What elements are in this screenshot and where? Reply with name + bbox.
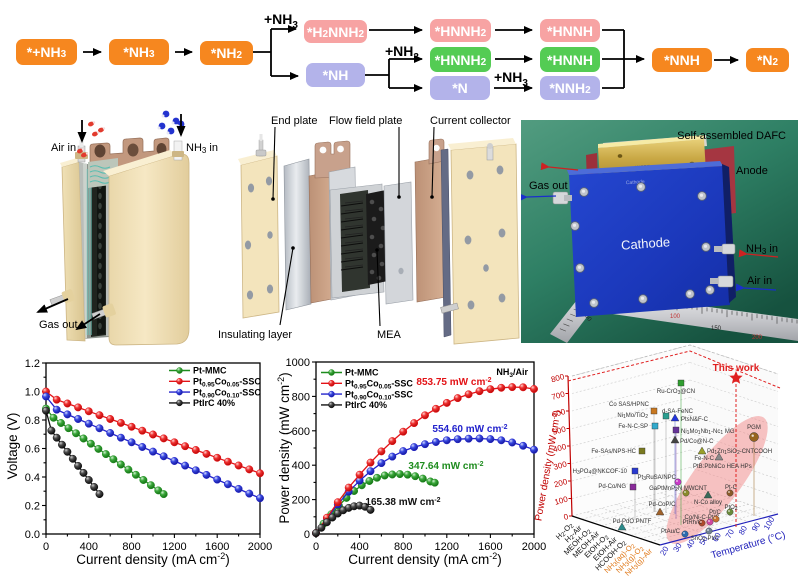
svg-text:Air in: Air in [51,142,76,154]
svg-text:Self-assembled DAFC: Self-assembled DAFC [677,130,786,142]
svg-text:200: 200 [292,495,310,507]
svg-text:PtRh/C: PtRh/C [683,520,703,526]
svg-text:20: 20 [658,544,671,557]
svg-text:400: 400 [292,460,310,472]
svg-text:2000: 2000 [522,541,546,553]
svg-text:Air in: Air in [747,275,772,287]
svg-text:MEA: MEA [377,329,402,341]
svg-text:800: 800 [122,541,140,553]
svg-text:2000: 2000 [248,541,272,553]
svg-text:Current density (mA cm-2): Current density (mA cm-2) [348,551,502,567]
svg-text:NH3 in: NH3 in [746,243,778,256]
svg-text:PtO2: PtO2 [724,505,737,512]
svg-text:PtIrC 40%: PtIrC 40% [345,400,387,410]
svg-text:Power density (mW cm-2): Power density (mW cm-2) [276,372,292,523]
svg-text:Flow field plate: Flow field plate [329,115,402,127]
svg-text:Co/Ni-C-Pt/C: Co/Ni-C-Pt/C [684,515,720,521]
svg-text:Current density (mA cm-2): Current density (mA cm-2) [76,551,230,567]
svg-text:800: 800 [550,372,566,384]
svg-text:Pt-MMC: Pt-MMC [345,368,379,378]
svg-text:Pd-CoP/C: Pd-CoP/C [648,502,676,508]
svg-text:400: 400 [80,541,98,553]
svg-text:Pt/C: Pt/C [709,510,721,516]
svg-text:Pd/Co@N-C: Pd/Co@N-C [680,439,714,445]
svg-text:Ni1Mo1Nb1-Nc1 MG: Ni1Mo1Nb1-Nc1 MG [681,429,735,436]
svg-text:400: 400 [350,541,368,553]
svg-text:Fe-N-C: Fe-N-C [694,456,714,462]
svg-text:PtAu/C: PtAu/C [661,529,681,535]
svg-text:Current collector: Current collector [430,115,511,127]
svg-text:1600: 1600 [478,541,502,553]
svg-text:150: 150 [711,326,722,332]
svg-text:1.0: 1.0 [25,387,40,399]
svg-text:0.6: 0.6 [25,444,40,456]
svg-text:PtIrC 40%: PtIrC 40% [193,398,235,408]
svg-text:0: 0 [563,512,570,522]
svg-text:600: 600 [292,426,310,438]
svg-text:PGM: PGM [747,425,761,431]
svg-text:554.60 mW cm-2: 554.60 mW cm-2 [432,424,507,436]
svg-text:End plate: End plate [271,115,317,127]
svg-text:PtsN&F-C: PtsN&F-C [681,417,709,423]
svg-text:100: 100 [554,494,570,506]
svg-text:NH3 in: NH3 in [186,142,218,155]
svg-text:1000: 1000 [286,357,310,369]
svg-text:0: 0 [43,541,49,553]
svg-text:Fe-SAs/NPS-HC: Fe-SAs/NPS-HC [591,449,636,455]
svg-text:Pd-Co/NG: Pd-Co/NG [598,484,626,490]
svg-text:1200: 1200 [162,541,186,553]
svg-text:This work: This work [713,363,760,374]
svg-text:800: 800 [292,391,310,403]
svg-text:GaPtMnP2N MWCNT: GaPtMnP2N MWCNT [649,486,707,493]
svg-text:700: 700 [551,389,567,401]
svg-text:347.64 mW cm-2: 347.64 mW cm-2 [408,461,483,473]
svg-text:800: 800 [394,541,412,553]
svg-text:Gas out: Gas out [529,180,568,192]
svg-text:0.0: 0.0 [25,529,40,541]
svg-text:300: 300 [553,459,569,471]
svg-text:Cathode: Cathode [621,234,671,252]
svg-text:1.2: 1.2 [25,358,40,370]
svg-text:Insulating layer: Insulating layer [218,329,292,341]
svg-text:100: 100 [670,314,681,320]
svg-text:Temperature (°C): Temperature (°C) [710,530,787,562]
svg-text:Pt3RuSA/NPC: Pt3RuSA/NPC [638,475,677,482]
svg-text:90: 90 [750,520,763,533]
svg-text:200: 200 [752,335,763,341]
svg-text:Pd1Zn1SiO2-CNTCOOH: Pd1Zn1SiO2-CNTCOOH [707,449,772,456]
svg-text:NH3/Air: NH3/Air [496,367,528,379]
svg-text:500: 500 [552,424,568,436]
svg-text:165.38 mW cm-2: 165.38 mW cm-2 [365,497,440,509]
svg-text:0.4: 0.4 [25,472,40,484]
svg-text:Cathode: Cathode [626,179,645,186]
svg-text:70: 70 [724,527,737,540]
svg-text:50: 50 [583,314,592,323]
svg-text:Voltage (V): Voltage (V) [5,413,20,480]
svg-text:1200: 1200 [435,541,459,553]
svg-text:Pd-PdO PNTF: Pd-PdO PNTF [613,519,652,525]
svg-text:Pt-MMC: Pt-MMC [193,366,227,376]
svg-text:853.75 mW cm-2: 853.75 mW cm-2 [416,377,491,389]
svg-text:Ni1Mo/TiO2: Ni1Mo/TiO2 [617,413,648,420]
svg-text:Fe-N-C-SP: Fe-N-C-SP [618,424,648,430]
svg-text:N-Co alloy: N-Co alloy [694,500,722,506]
svg-text:Ru-CrO3@CN: Ru-CrO3@CN [657,389,695,396]
svg-text:SnO2-Pt/C: SnO2-Pt/C [691,536,720,543]
svg-text:H3PO4@NKCOF-10: H3PO4@NKCOF-10 [573,469,628,476]
svg-text:Anode: Anode [736,165,768,177]
svg-text:0.2: 0.2 [25,501,40,513]
svg-text:600: 600 [551,407,567,419]
svg-text:0: 0 [304,529,310,541]
svg-text:Pt-C: Pt-C [725,485,738,491]
svg-text:400: 400 [552,442,568,454]
svg-text:80: 80 [737,524,750,537]
svg-text:Co SAS/HPNC: Co SAS/HPNC [609,402,650,408]
svg-text:1600: 1600 [205,541,229,553]
svg-text:PtB:PbNiCo HEA HPs: PtB:PbNiCo HEA HPs [693,464,752,470]
svg-text:200: 200 [553,477,569,489]
svg-text:d-SA-FeNC: d-SA-FeNC [662,409,694,415]
svg-text:0: 0 [313,541,319,553]
svg-text:0.8: 0.8 [25,415,40,427]
svg-text:Gas out: Gas out [39,319,78,331]
